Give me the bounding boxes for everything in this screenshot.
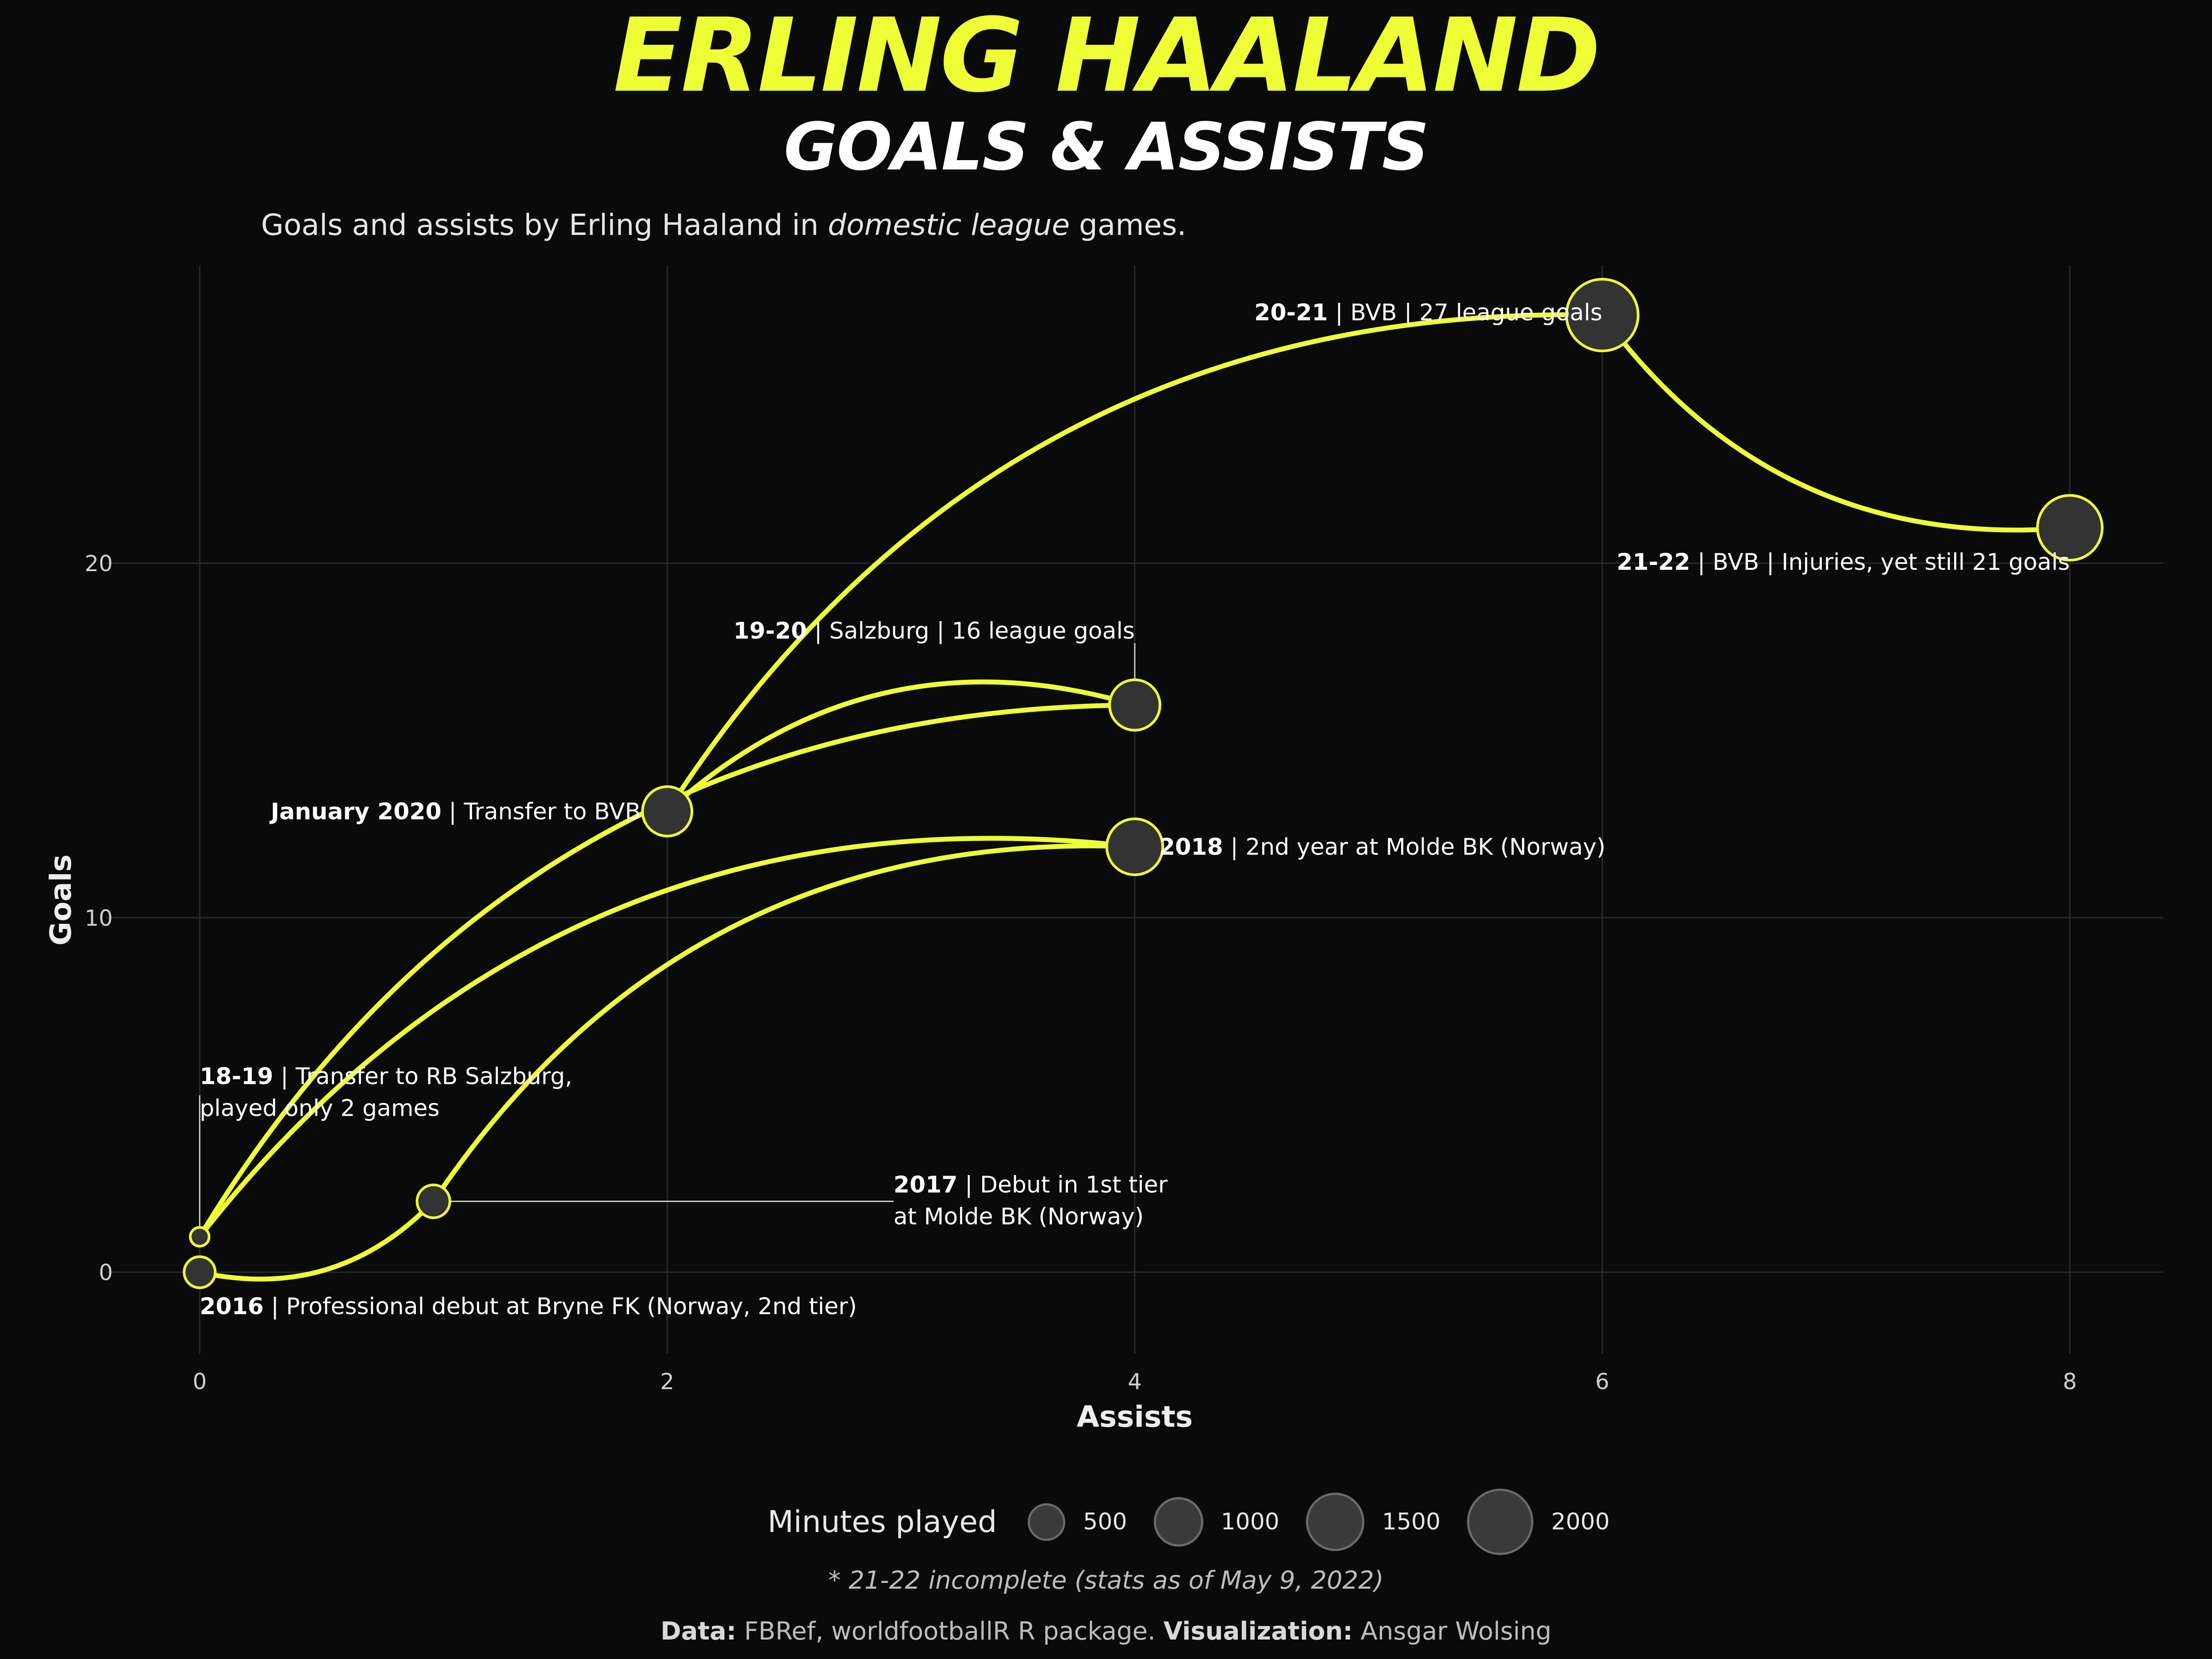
x-tick-label: 6 (1595, 1369, 1609, 1394)
x-tick-label: 8 (2063, 1369, 2077, 1394)
legend-circle (1306, 1493, 1364, 1551)
legend-item: 1000 (1153, 1497, 1279, 1547)
data-point-18-19 (189, 1226, 211, 1248)
annotation-bold: 21-22 (1617, 549, 1690, 576)
legend-item: 1500 (1306, 1493, 1440, 1551)
annotation-2017: 2017 | Debut in 1st tier (894, 1171, 1168, 1198)
annotation-bold: 19-20 (733, 618, 807, 645)
series-line (197, 312, 2073, 1282)
axis-ticks: 0 2 4 6 8 0 10 20 (84, 551, 2077, 1394)
legend-label: 1000 (1221, 1509, 1279, 1535)
y-tick-label: 20 (84, 551, 113, 576)
annotation-18-19: 18-19 | Transfer to RB Salzburg, (200, 1064, 572, 1090)
annotation-text: | Debut in 1st tier (958, 1171, 1168, 1198)
annotation-2016: 2016 | Professional debut at Bryne FK (N… (200, 1294, 857, 1320)
chart-subtitle: GOALS & ASSISTS (783, 109, 1429, 185)
footnote: * 21-22 incomplete (stats as of May 9, 2… (828, 1566, 1384, 1595)
credits-data-label: Data: (661, 1617, 737, 1646)
legend-item: 500 (1028, 1503, 1127, 1541)
legend-label: 2000 (1551, 1509, 1610, 1535)
y-tick-label: 0 (99, 1260, 113, 1286)
data-point-20-21 (1565, 278, 1640, 353)
legend-circle (1467, 1489, 1534, 1555)
description-prefix: Goals and assists by Erling Haaland in (261, 208, 828, 242)
data-point-2018 (1105, 817, 1164, 876)
description-emphasis: domestic league (828, 208, 1070, 242)
annotation-2018: 2018 | 2nd year at Molde BK (Norway) (1159, 834, 1605, 860)
data-point-19-20a (1108, 678, 1161, 732)
description-suffix: games. (1070, 208, 1187, 242)
size-legend: Minutes played 500 1000 1500 2000 (768, 1489, 1636, 1555)
chart-title: ERLING HAALAND (613, 0, 1601, 115)
legend-item: 2000 (1467, 1489, 1610, 1555)
annotation-text: | Transfer to BVB (442, 799, 641, 825)
legend-label: 1500 (1382, 1509, 1441, 1535)
annotation-bold: 18-19 (200, 1064, 273, 1090)
credits: Data: FBRef, worldfootballR R package. V… (0, 1617, 2212, 1646)
data-point-jan2020 (641, 785, 694, 837)
legend-label: 500 (1083, 1509, 1127, 1535)
annotation-text: | 2nd year at Molde BK (Norway) (1223, 834, 1605, 860)
annotation-bold: 20-21 (1254, 300, 1328, 326)
data-point-2017 (415, 1183, 451, 1219)
annotation-text: | BVB | Injuries, yet still 21 goals (1690, 549, 2070, 576)
legend-title: Minutes played (768, 1504, 997, 1540)
credits-data-text: FBRef, worldfootballR R package. (736, 1617, 1164, 1646)
y-axis-title: Goals (44, 854, 78, 945)
x-tick-label: 4 (1128, 1369, 1142, 1394)
annotation-text: | Transfer to RB Salzburg, (273, 1064, 572, 1090)
x-tick-label: 2 (660, 1369, 674, 1394)
annotation-bold: January 2020 (269, 799, 442, 825)
annotation-bold: 2018 (1159, 834, 1223, 860)
x-tick-label: 0 (192, 1369, 207, 1394)
y-tick-label: 10 (84, 905, 113, 931)
annotation-2017-line2: at Molde BK (Norway) (894, 1203, 1144, 1230)
annotation-text: | BVB | 27 league goals (1328, 300, 1602, 326)
data-point-21-22 (2036, 494, 2104, 562)
annotation-bold: 2016 (200, 1294, 264, 1320)
x-axis-title: Assists (1077, 1400, 1193, 1434)
legend-circle (1028, 1503, 1066, 1541)
legend-circle (1153, 1497, 1203, 1547)
data-points (183, 278, 2104, 1289)
annotation-18-19-line2: played only 2 games (200, 1095, 439, 1122)
credits-viz-label: Visualization: (1163, 1617, 1353, 1646)
series-path-group (197, 312, 2073, 1282)
annotation-text: | Salzburg | 16 league goals (807, 618, 1135, 645)
legend-items: 500 1000 1500 2000 (1028, 1489, 1636, 1555)
annotation-jan2020: January 2020 | Transfer to BVB (269, 799, 641, 825)
annotation-text: | Professional debut at Bryne FK (Norway… (264, 1294, 857, 1320)
annotation-20-21: 20-21 | BVB | 27 league goals (1254, 300, 1602, 326)
annotations: 2016 | Professional debut at Bryne FK (N… (200, 300, 2070, 1320)
credits-viz-text: Ansgar Wolsing (1352, 1617, 1551, 1646)
annotation-bold: 2017 (894, 1171, 958, 1198)
chart-plot: 0 2 4 6 8 0 10 20 2016 | Professional debut at … (44, 265, 2163, 1434)
annotation-21-22: 21-22 | BVB | Injuries, yet still 21 goa… (1617, 549, 2070, 576)
annotation-19-20a: 19-20 | Salzburg | 16 league goals (733, 618, 1135, 645)
data-point-2016 (183, 1255, 217, 1289)
chart-description: Goals and assists by Erling Haaland in d… (261, 208, 1187, 242)
